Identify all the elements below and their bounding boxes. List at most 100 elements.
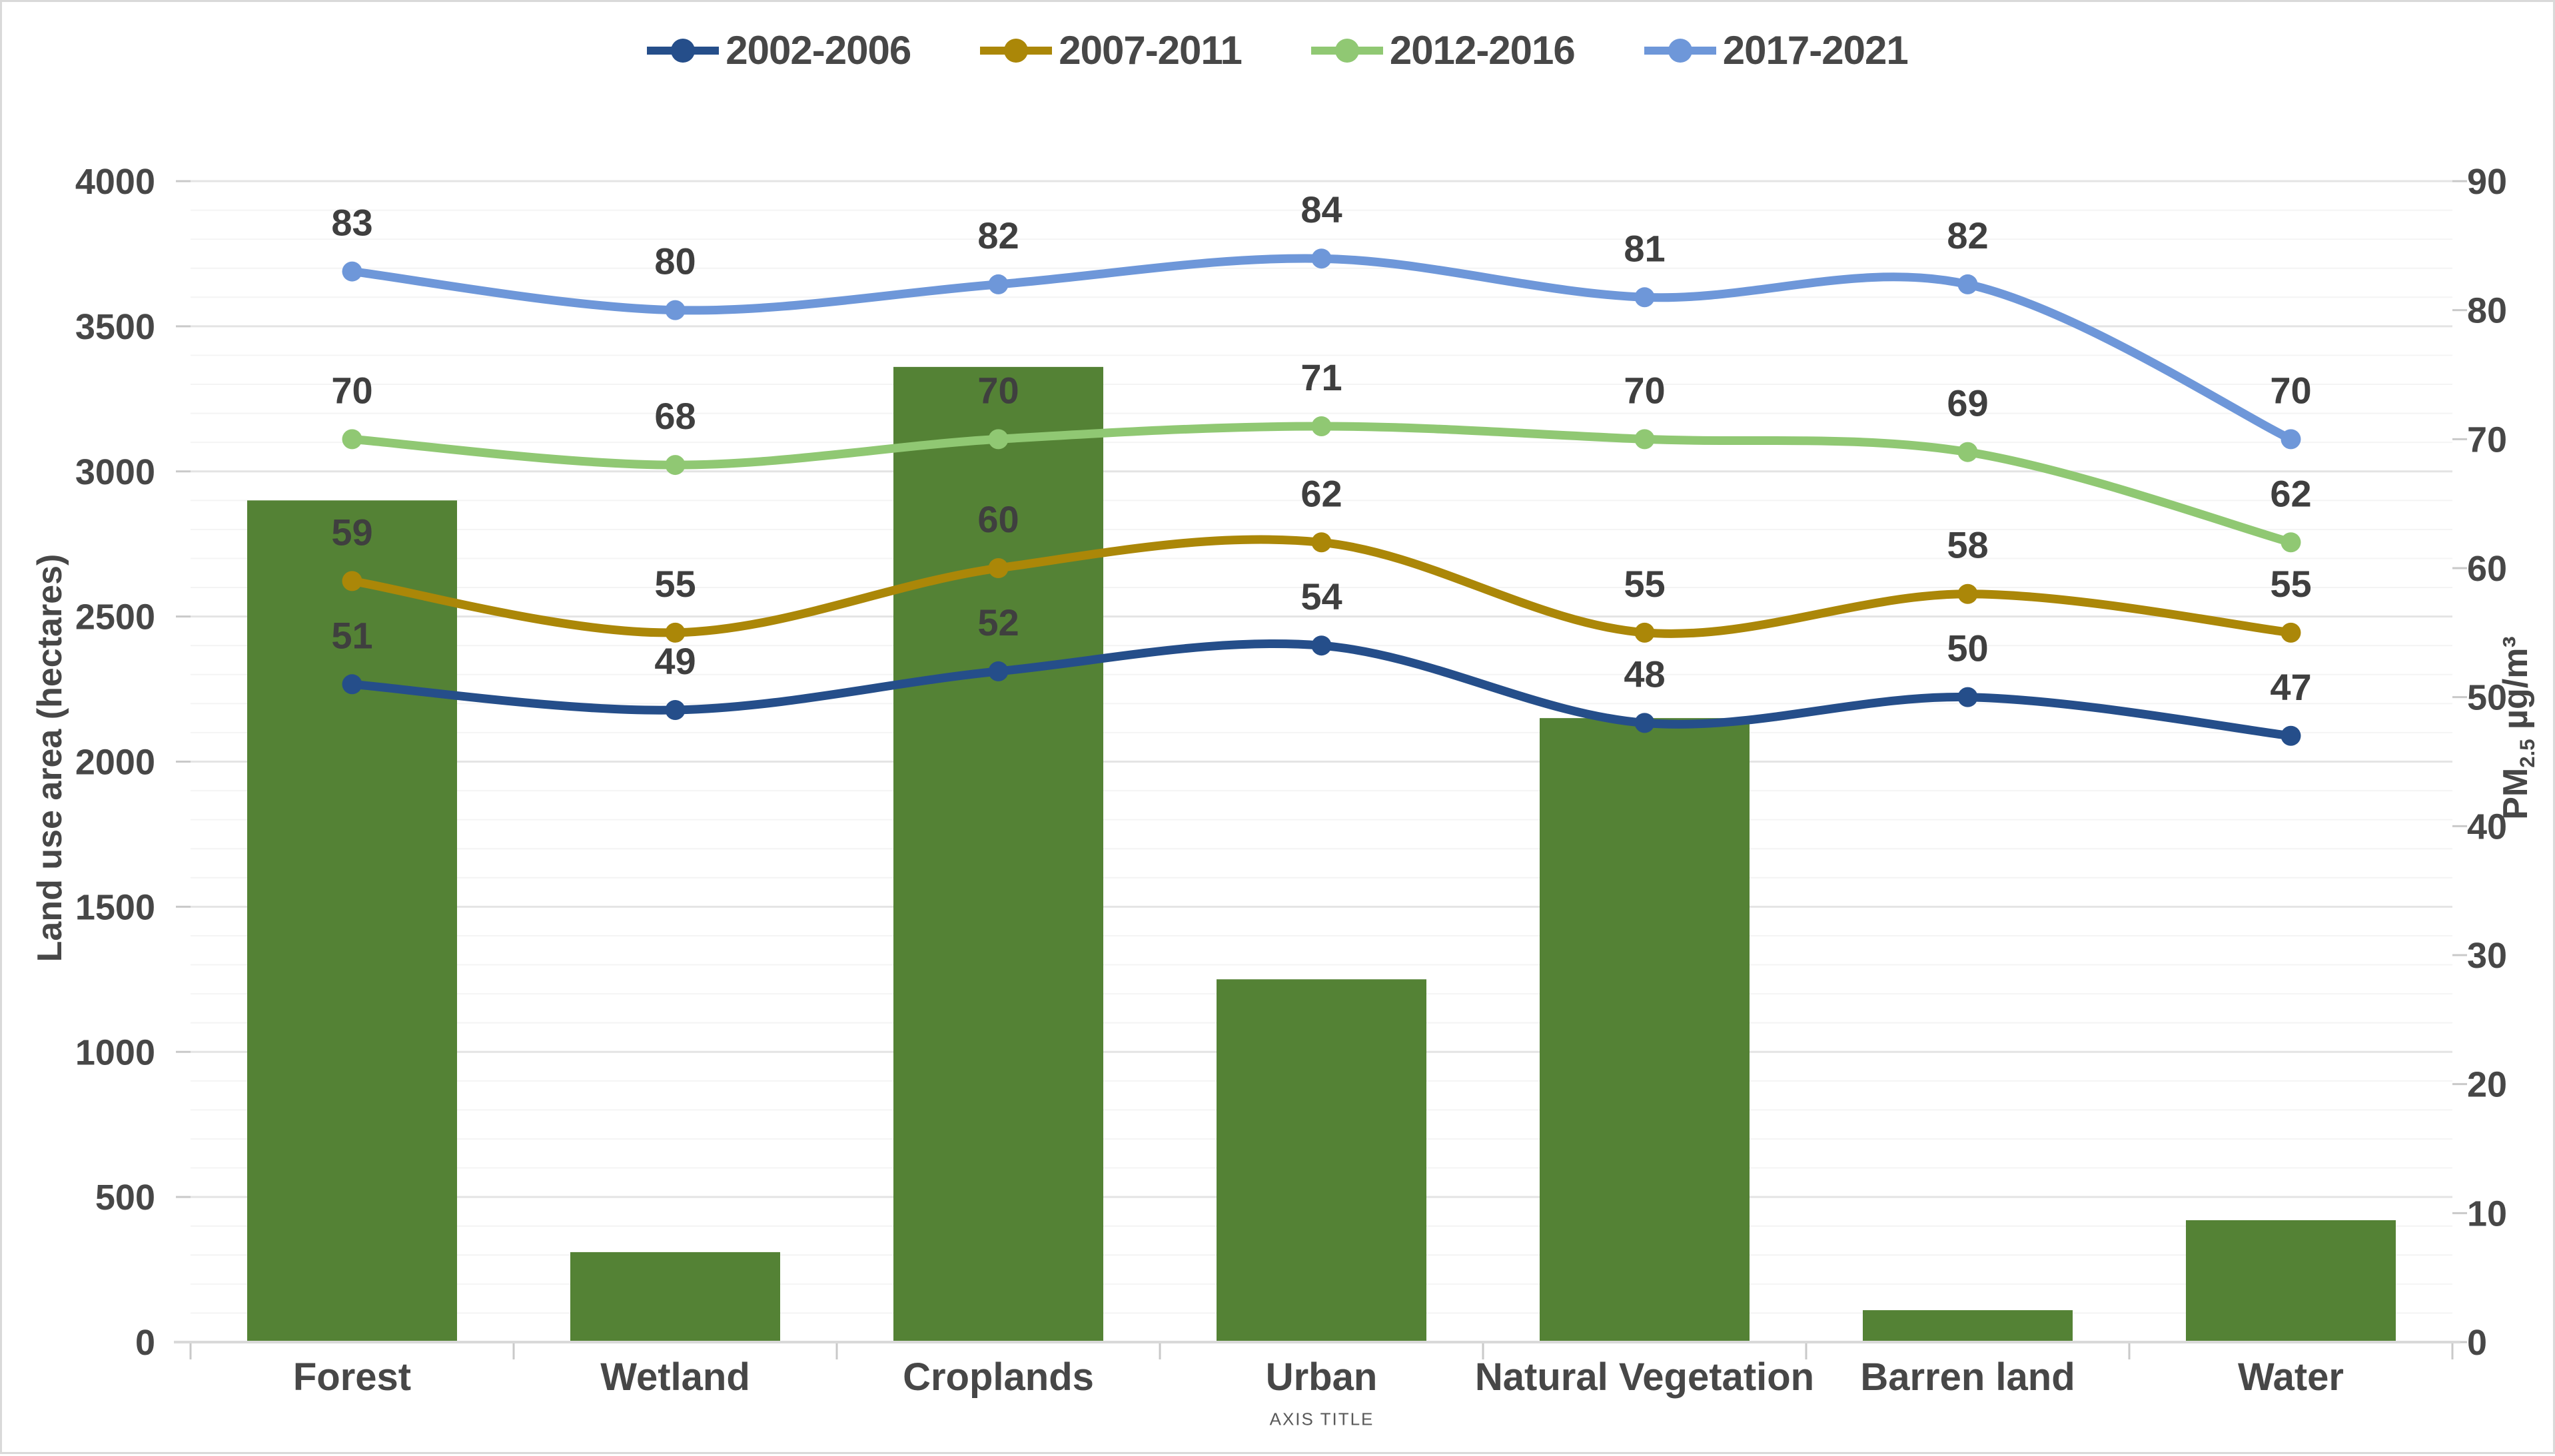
x-axis-title: AXIS TITLE xyxy=(1269,1409,1374,1429)
line-markers xyxy=(342,248,2301,746)
category-label-urban: Urban xyxy=(1266,1355,1378,1399)
marker-2002-2006-water xyxy=(2281,725,2301,746)
right-axis-title-prefix: PM xyxy=(2496,767,2536,820)
data-label-2002-2006-barren-land: 50 xyxy=(1947,627,1988,669)
left-axis-label-3000: 3000 xyxy=(75,452,155,492)
right-axis-label-80: 80 xyxy=(2467,291,2507,331)
legend-item-2017-2021: 2017-2021 xyxy=(1644,27,1909,73)
minor-gridlines xyxy=(191,209,2452,1314)
marker-2017-2021-forest xyxy=(342,261,362,282)
marker-2002-2006-wetland xyxy=(665,700,686,721)
legend-line-marker-icon xyxy=(647,38,720,63)
data-label-2012-2016-urban: 71 xyxy=(1300,356,1342,398)
marker-2012-2016-natural-vegetation xyxy=(1634,429,1655,450)
marker-2017-2021-barren-land xyxy=(1957,274,1978,294)
data-label-2017-2021-barren-land: 82 xyxy=(1947,214,1988,256)
right-axis-title: PM2.5 µg/m³ xyxy=(2496,636,2540,820)
data-label-2007-2011-water: 55 xyxy=(2270,563,2311,605)
data-label-2012-2016-water: 62 xyxy=(2270,472,2311,514)
bars xyxy=(247,366,2396,1343)
data-label-2012-2016-barren-land: 69 xyxy=(1947,382,1988,424)
category-label-forest: Forest xyxy=(293,1355,411,1399)
right-axis-labels: 0 10 20 30 40 50 60 70 80 90 xyxy=(2467,162,2507,1363)
legend-label-2007-2011: 2007-2011 xyxy=(1059,28,1243,73)
category-label-natural-vegetation: Natural Vegetation xyxy=(1475,1355,1814,1399)
left-axis-title: Land use area (hectares) xyxy=(30,554,70,962)
legend-item-2002-2006: 2002-2006 xyxy=(647,27,911,73)
data-label-2007-2011-urban: 62 xyxy=(1300,472,1342,514)
data-label-2002-2006-croplands: 52 xyxy=(977,601,1019,643)
data-label-2007-2011-forest: 59 xyxy=(331,511,372,553)
left-axis-label-1000: 1000 xyxy=(75,1032,155,1072)
marker-2002-2006-barren-land xyxy=(1957,687,1978,707)
right-axis-label-0: 0 xyxy=(2467,1323,2487,1363)
legend-item-2007-2011: 2007-2011 xyxy=(980,27,1243,73)
legend-line-marker-icon xyxy=(1310,38,1383,63)
data-label-2012-2016-natural-vegetation: 70 xyxy=(1624,369,1665,411)
left-axis-label-4000: 4000 xyxy=(75,162,155,202)
marker-2007-2011-urban xyxy=(1311,532,1332,553)
data-label-2007-2011-wetland: 55 xyxy=(654,563,696,605)
legend-label-2017-2021: 2017-2021 xyxy=(1722,28,1909,73)
right-axis-label-30: 30 xyxy=(2467,936,2507,976)
category-label-wetland: Wetland xyxy=(600,1355,750,1399)
marker-2007-2011-barren-land xyxy=(1957,583,1978,604)
marker-2007-2011-forest xyxy=(342,571,362,591)
marker-2012-2016-water xyxy=(2281,532,2301,553)
data-label-2007-2011-croplands: 60 xyxy=(977,498,1019,540)
marker-2002-2006-croplands xyxy=(988,661,1009,681)
data-label-2002-2006-urban: 54 xyxy=(1300,575,1342,617)
left-axis-label-3500: 3500 xyxy=(75,307,155,347)
marker-2007-2011-wetland xyxy=(665,622,686,643)
left-axis-label-1500: 1500 xyxy=(75,887,155,927)
data-label-2017-2021-water: 70 xyxy=(2270,369,2311,411)
bar-urban xyxy=(1217,979,1426,1342)
left-axis-label-0: 0 xyxy=(135,1323,155,1363)
marker-2012-2016-forest xyxy=(342,429,362,450)
category-label-barren-land: Barren land xyxy=(1860,1355,2075,1399)
left-axis-label-2500: 2500 xyxy=(75,597,155,637)
bar-water xyxy=(2186,1220,2396,1342)
data-label-2002-2006-water: 47 xyxy=(2270,666,2311,708)
bar-forest xyxy=(247,500,457,1343)
data-label-2012-2016-croplands: 70 xyxy=(977,369,1019,411)
marker-2012-2016-croplands xyxy=(988,429,1009,450)
marker-2012-2016-urban xyxy=(1311,416,1332,436)
marker-2017-2021-natural-vegetation xyxy=(1634,287,1655,308)
right-axis-label-10: 10 xyxy=(2467,1194,2507,1234)
data-label-2017-2021-natural-vegetation: 81 xyxy=(1624,227,1665,269)
data-label-2017-2021-wetland: 80 xyxy=(654,240,696,282)
data-label-2017-2021-urban: 84 xyxy=(1300,188,1342,230)
legend-label-2012-2016: 2012-2016 xyxy=(1389,28,1576,73)
right-axis-label-40: 40 xyxy=(2467,807,2507,847)
legend-line-marker-icon xyxy=(1644,38,1716,63)
data-label-2002-2006-forest: 51 xyxy=(331,614,372,656)
marker-2017-2021-water xyxy=(2281,429,2301,450)
marker-2002-2006-urban xyxy=(1311,635,1332,656)
category-label-water: Water xyxy=(2238,1355,2344,1399)
right-axis-label-90: 90 xyxy=(2467,162,2507,202)
left-axis-labels: 0 500 1000 1500 2000 2500 3000 3500 4000 xyxy=(75,162,155,1363)
bar-croplands xyxy=(893,366,1103,1342)
category-label-croplands: Croplands xyxy=(903,1355,1094,1399)
line-2017-2021 xyxy=(348,254,2295,444)
legend: 2002-2006 2007-2011 2012-2016 2017-2021 xyxy=(2,27,2553,73)
left-axis-title-text: Land use area (hectares) xyxy=(31,553,69,962)
marker-2017-2021-wetland xyxy=(665,300,686,320)
bar-wetland xyxy=(570,1252,780,1342)
right-axis-label-20: 20 xyxy=(2467,1065,2507,1105)
legend-line-marker-icon xyxy=(980,38,1053,63)
right-axis-title-suffix: µg/m³ xyxy=(2496,636,2536,739)
left-axis-label-500: 500 xyxy=(95,1178,155,1218)
data-label-2002-2006-wetland: 49 xyxy=(654,640,696,682)
data-labels: 51 49 52 54 48 50 47 59 55 60 62 55 58 55 70 68 70 71 70 69… xyxy=(331,188,2311,708)
marker-2012-2016-wetland xyxy=(665,455,686,476)
right-axis-label-70: 70 xyxy=(2467,420,2507,460)
left-axis-label-2000: 2000 xyxy=(75,743,155,783)
legend-label-2002-2006: 2002-2006 xyxy=(726,28,911,73)
right-axis-label-60: 60 xyxy=(2467,549,2507,589)
marker-2012-2016-barren-land xyxy=(1957,442,1978,462)
data-label-2012-2016-wetland: 68 xyxy=(654,395,696,437)
marker-2007-2011-croplands xyxy=(988,558,1009,578)
